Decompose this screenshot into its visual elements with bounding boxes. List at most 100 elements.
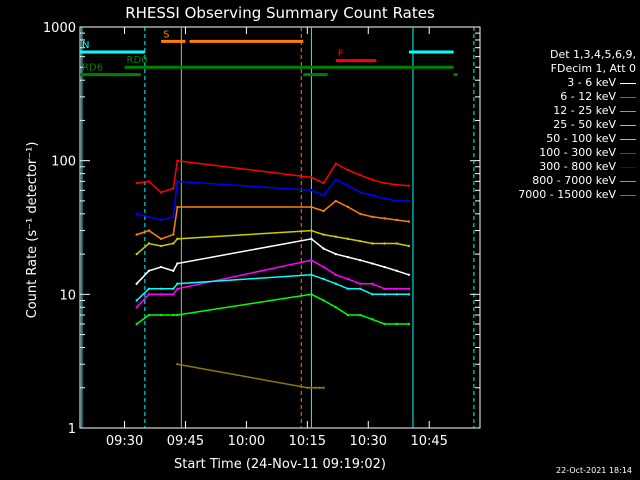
series-point: [172, 233, 175, 236]
series-line-2: [136, 293, 409, 325]
time-markers: [81, 27, 475, 428]
series-point: [346, 313, 350, 317]
legend-swatch: [620, 139, 636, 140]
series-point: [346, 168, 350, 172]
legend-header-line-1: Det 1,3,4,5,6,9,: [549, 48, 636, 61]
series-point: [383, 197, 386, 200]
series-point: [310, 189, 313, 192]
legend-item: 100 - 300 keV: [470, 146, 638, 160]
series-point: [346, 287, 350, 291]
series-point: [358, 287, 362, 291]
legend-swatch: [620, 195, 636, 196]
series-point: [358, 173, 362, 177]
legend-label: 6 - 12 keV: [560, 90, 616, 103]
series-point: [322, 181, 325, 185]
flag-rd0-label: RD0: [127, 55, 148, 66]
series-point: [172, 215, 175, 219]
series-point: [383, 265, 386, 269]
series-point: [172, 293, 175, 296]
series-point: [383, 217, 386, 220]
series-point: [322, 247, 325, 250]
series-point: [322, 386, 325, 389]
series-point: [334, 282, 337, 285]
y-tick-label: 10: [59, 288, 76, 303]
series-point: [159, 237, 163, 241]
legend-swatch: [620, 167, 636, 168]
series-line-4: [136, 229, 410, 255]
series-point: [135, 233, 138, 236]
legend-label: 800 - 7000 keV: [532, 174, 616, 187]
plot-frame: [79, 26, 481, 429]
series-point: [383, 181, 386, 185]
series-point: [159, 313, 163, 317]
series-point: [371, 215, 374, 219]
flag-n-label: N: [82, 40, 89, 51]
series-point: [371, 194, 374, 197]
series-point: [322, 277, 325, 281]
series-point: [371, 178, 374, 181]
series-line-7: [136, 200, 409, 240]
x-axis-label: Start Time (24-Nov-11 09:19:02): [174, 457, 386, 472]
series-point: [176, 363, 179, 366]
series-point: [358, 313, 362, 317]
series-point: [310, 176, 313, 179]
series-point: [159, 265, 163, 269]
y-tick-label: 1: [68, 422, 76, 437]
series-point: [322, 265, 325, 269]
series-point: [176, 159, 179, 162]
legend-item: 6 - 12 keV: [470, 90, 638, 104]
series-point: [310, 293, 313, 296]
x-tick-label: 10:45: [410, 434, 447, 449]
series-point: [172, 242, 175, 245]
series-point: [176, 313, 179, 317]
legend-item: 25 - 50 keV: [470, 118, 638, 132]
series-lines: [135, 159, 411, 389]
series-point: [172, 269, 175, 272]
legend-swatch: [620, 153, 636, 154]
series-point: [135, 306, 138, 309]
series-point: [334, 252, 337, 256]
legend-label: 300 - 800 keV: [539, 160, 616, 173]
legend-swatch: [620, 83, 636, 84]
series-point: [358, 212, 362, 216]
series-point: [310, 386, 313, 389]
chart-title: RHESSI Observing Summary Count Rates: [125, 4, 435, 22]
flag-f-label: F: [338, 49, 344, 60]
series-point: [371, 318, 374, 321]
series-point: [172, 313, 175, 317]
x-tick-label: 10:15: [289, 434, 326, 449]
series-point: [395, 183, 398, 186]
series-point: [322, 299, 325, 302]
legend-item: 12 - 25 keV: [470, 104, 638, 118]
series-point: [310, 259, 313, 262]
y-tick-label: 1000: [43, 21, 76, 36]
series-point: [383, 293, 386, 296]
series-point: [383, 242, 386, 245]
series-point: [371, 242, 374, 245]
series-point: [135, 282, 138, 285]
series-line-0: [136, 238, 410, 285]
series-point: [334, 178, 337, 181]
series-point: [346, 184, 350, 187]
axes: [79, 26, 481, 429]
series-point: [159, 218, 163, 222]
flag-rd6-label: RD6: [82, 63, 103, 74]
series-point: [407, 184, 411, 187]
legend-item: 7000 - 15000 keV: [470, 188, 638, 202]
series-point: [407, 220, 411, 223]
legend-swatch: [620, 181, 636, 182]
legend-label: 7000 - 15000 keV: [518, 188, 616, 201]
series-point: [172, 287, 175, 291]
legend-item: 800 - 7000 keV: [470, 174, 638, 188]
series-point: [371, 293, 374, 296]
series-point: [176, 287, 179, 291]
legend-item: 50 - 100 keV: [470, 132, 638, 146]
series-point: [310, 237, 313, 241]
series-point: [395, 199, 398, 203]
legend-swatch: [620, 125, 636, 126]
legend-label: 100 - 300 keV: [539, 146, 616, 159]
series-point: [383, 322, 386, 326]
series-point: [159, 244, 163, 248]
legend-label: 25 - 50 keV: [553, 118, 616, 131]
